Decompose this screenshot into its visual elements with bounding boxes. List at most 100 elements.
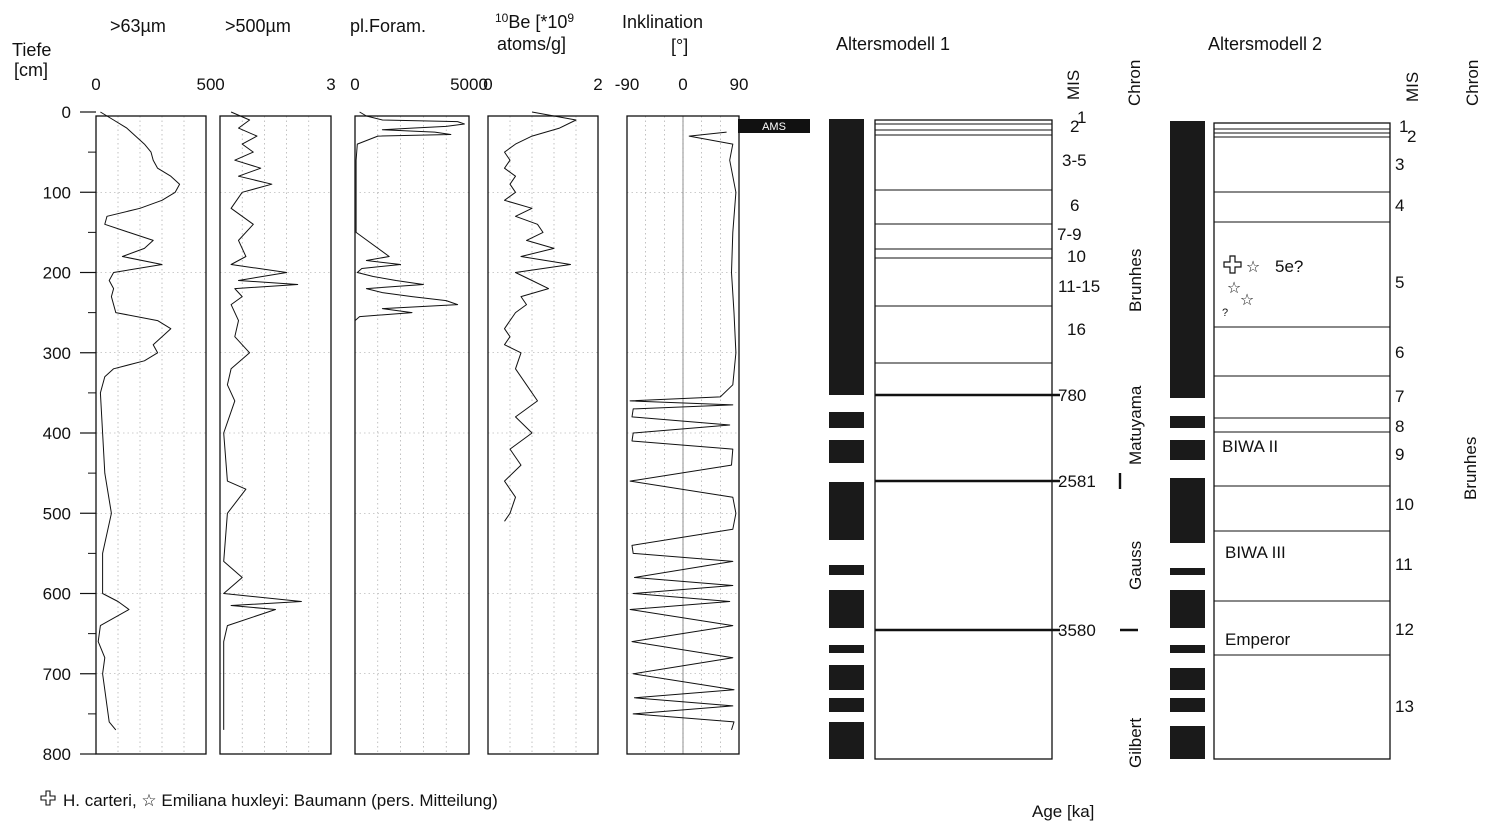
age-model-2-levels [1214, 128, 1390, 656]
legend-text: H. carteri, ☆ Emiliana huxleyi: Baumann … [63, 791, 498, 810]
mis-label: 13 [1395, 697, 1414, 716]
polarity-gap [1170, 460, 1205, 478]
age-model-1-mis-labels: 12 3-5 6 7-9 10 11-15 16 [1057, 108, 1100, 339]
event-label: BIWA III [1225, 543, 1286, 562]
polarity-gap [829, 712, 864, 722]
panel-frame [95, 115, 207, 755]
panel-frame [487, 115, 599, 755]
polarity-gap [1170, 653, 1205, 668]
age-model-2-column [1213, 122, 1391, 760]
polarity-normal-gaps-1 [829, 395, 864, 722]
depth-axis-title: Tiefe [12, 40, 51, 60]
depth-axis-unit: [cm] [14, 60, 48, 80]
event-label: Emperor [1225, 630, 1291, 649]
mis-label: 4 [1395, 196, 1404, 215]
panel-unit: [°] [671, 36, 688, 56]
x-tick-label: 0 [215, 75, 224, 94]
age-model-2-chron-brunhes: Brunhes [1461, 437, 1480, 500]
age-model-2-mis-header: MIS [1403, 72, 1422, 102]
polarity-gap [1170, 428, 1205, 440]
polarity-gap [829, 575, 864, 590]
x-tick-label: 0 [350, 75, 359, 94]
age-model-2-chron-header: Chron [1463, 60, 1482, 106]
mis-label: 7-9 [1057, 225, 1082, 244]
x-tick-label: 0 [678, 75, 687, 94]
mis-label: 7 [1395, 387, 1404, 406]
age-model-2: Altersmodell 2 MIS Chron 123456789101112… [1170, 34, 1482, 760]
mis-label: 6 [1395, 343, 1404, 362]
chron-label: Gilbert [1126, 718, 1145, 768]
data-trace [223, 111, 302, 730]
polarity-gap [829, 690, 864, 698]
boundary-age-label: 2581 [1058, 472, 1096, 491]
ams-box [738, 119, 810, 133]
boundary-age-label: 780 [1058, 386, 1086, 405]
x-tick-label: 90 [730, 75, 749, 94]
event-label: BIWA II [1222, 437, 1278, 456]
ams-label: AMS [762, 121, 786, 133]
panel-title-line2: atoms/g] [497, 34, 566, 54]
age-model-2-event-labels: BIWA II BIWA III Emperor [1222, 437, 1291, 649]
age-model-1-column [874, 119, 1053, 760]
be-exponent-superscript: 9 [567, 11, 574, 25]
polarity-gap [829, 395, 864, 412]
panel-frame [626, 115, 740, 755]
polarity-gap [829, 428, 864, 440]
mis-label: 16 [1067, 320, 1086, 339]
x-tick-label: 3 [326, 75, 335, 94]
legend: H. carteri, ☆ Emiliana huxleyi: Baumann … [40, 790, 498, 810]
cross-legend-icon [40, 790, 56, 806]
fossil-markers: ☆ 5e? ☆ ☆ ? [1222, 255, 1303, 319]
depth-tick-label: 300 [43, 344, 71, 363]
polarity-gap [829, 540, 864, 565]
x-tick-label: 5000 [450, 75, 488, 94]
boundary-age-label: 3580 [1058, 621, 1096, 640]
panel-title: >63µm [110, 16, 166, 36]
mis-label: 2 [1407, 127, 1416, 146]
panel-1: >63µm 0 50 [91, 16, 216, 755]
depth-tick-label: 200 [43, 264, 71, 283]
depth-tick-label: 500 [43, 504, 71, 523]
panel-title: >500µm [225, 16, 291, 36]
mis-label: 10 [1067, 247, 1086, 266]
polarity-gap [1170, 690, 1205, 698]
chron-label: Matuyama [1126, 385, 1145, 465]
data-trace [629, 131, 737, 731]
cross-marker-icon [1223, 255, 1242, 274]
panel-3: pl.Foram. 0 5000 [350, 16, 488, 755]
x-tick-label: 0 [483, 75, 492, 94]
age-model-1-mis-header: MIS [1064, 70, 1083, 100]
mis-label: 6 [1070, 196, 1079, 215]
x-tick-label: 0 [91, 75, 100, 94]
note-5e: 5e? [1275, 257, 1303, 276]
polarity-gap [829, 463, 864, 482]
mis-label: 3-5 [1062, 151, 1087, 170]
depth-tick-label: 600 [43, 585, 71, 604]
depth-axis: Tiefe [cm] 0 100 200 300 400 500 600 700 800 [12, 40, 96, 764]
panel-frame [219, 115, 332, 755]
mis-label: 5 [1395, 273, 1404, 292]
depth-tick-label: 100 [43, 183, 71, 202]
polarity-gap [1170, 628, 1205, 645]
depth-tick-label: 400 [43, 424, 71, 443]
x-tick-label: 50 [197, 75, 216, 94]
mis-label: 3 [1395, 155, 1404, 174]
star-marker-icon: ☆ [1240, 292, 1254, 309]
polarity-gap [829, 653, 864, 665]
ams-marker: AMS [738, 119, 810, 133]
data-trace [97, 111, 181, 731]
age-model-1: Altersmodell 1 MIS Chron 12 3-5 6 7-9 10 11-1… [829, 34, 1145, 768]
panel-title: pl.Foram. [350, 16, 426, 36]
be-isotope-superscript: 10 [495, 11, 509, 25]
note-question: ? [1222, 307, 1228, 319]
mis-label: 1 [1077, 108, 1086, 127]
panel-frame [354, 115, 470, 755]
age-model-1-title: Altersmodell 1 [836, 34, 950, 54]
mis-label: 10 [1395, 495, 1414, 514]
star-marker-icon: ☆ [1246, 259, 1260, 276]
mis-label: 9 [1395, 445, 1404, 464]
mis-label: 11 [1395, 555, 1413, 574]
polarity-normal-gaps-2 [1170, 398, 1205, 726]
chron-label: Brunhes [1126, 249, 1145, 312]
